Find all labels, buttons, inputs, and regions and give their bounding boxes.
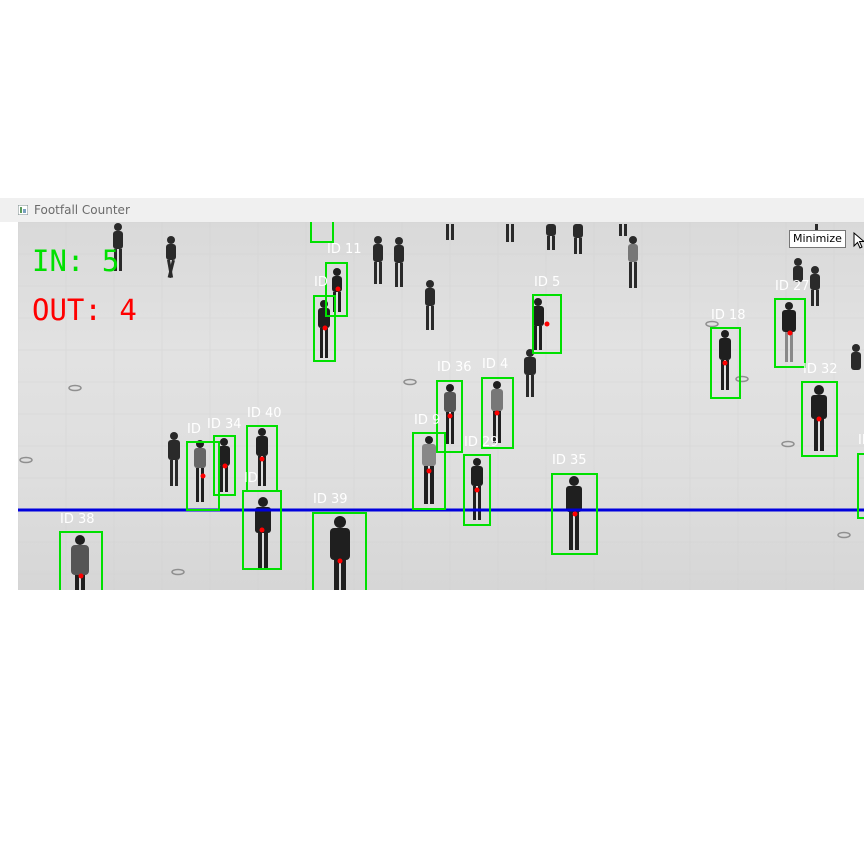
- tracking-box: [463, 454, 491, 526]
- title-bar[interactable]: Footfall Counter: [0, 198, 864, 222]
- tracking-box: [801, 381, 838, 457]
- centroid-dot: [426, 468, 432, 474]
- id-label: ID 29: [464, 435, 499, 450]
- centroid-dot: [259, 527, 265, 533]
- id-label: ID 34: [207, 417, 242, 432]
- out-value: 4: [119, 293, 137, 327]
- floor-marks: [19, 320, 851, 576]
- centroid-dot: [337, 558, 343, 564]
- id-label: ID 38: [60, 512, 95, 527]
- tracking-box: [312, 512, 367, 590]
- centroid-dot: [447, 413, 453, 419]
- tracking-box: [325, 262, 348, 317]
- untracked-people: [113, 223, 861, 486]
- tracking-box: [242, 490, 282, 570]
- in-value: 5: [101, 244, 120, 278]
- centroid-dot: [474, 487, 480, 493]
- in-label: IN:: [32, 244, 85, 278]
- window-title: Footfall Counter: [34, 203, 130, 217]
- tracking-box: [59, 531, 103, 590]
- video-frame: ID 11 ID ID 5 ID 18 ID 27 ID 36 ID 4 ID …: [18, 222, 864, 590]
- footfall-counter-window: Footfall Counter: [0, 198, 864, 590]
- out-counter: OUT: 4: [32, 296, 137, 325]
- id-label: ID: [314, 275, 328, 290]
- id-label: ID: [187, 422, 201, 437]
- tracking-boxes: [59, 222, 864, 590]
- id-label: ID 36: [437, 360, 472, 375]
- tracking-box: [186, 441, 220, 511]
- tracking-box: [436, 380, 463, 453]
- tracking-box: [532, 294, 562, 354]
- id-label: ID 39: [313, 492, 348, 507]
- centroid-dot: [78, 573, 84, 579]
- id-label: ID 40: [247, 406, 282, 421]
- mouse-cursor-icon: [853, 232, 864, 249]
- tracking-box: [551, 473, 598, 555]
- app-icon: [18, 205, 28, 215]
- id-label: ID 27: [775, 279, 810, 294]
- tracked-people: [71, 268, 827, 590]
- centroid-dot: [200, 473, 206, 479]
- centroids: [78, 286, 822, 579]
- id-label: ID 5: [534, 275, 560, 290]
- centroid-dot: [222, 463, 228, 469]
- tracking-box: [213, 435, 236, 496]
- centroid-dot: [259, 456, 265, 462]
- centroid-dot: [722, 360, 728, 366]
- id-label: ID: [858, 433, 864, 448]
- id-labels: ID 11 ID ID 5 ID 18 ID 27 ID 36 ID 4 ID …: [60, 242, 864, 527]
- tracking-box: [310, 222, 334, 243]
- id-label: ID 18: [711, 308, 746, 323]
- centroid-dot: [544, 321, 550, 327]
- id-label: ID 4: [482, 357, 508, 372]
- minimize-tooltip: Minimize: [789, 230, 846, 248]
- tracking-box: [481, 377, 514, 449]
- id-label: ID 35: [552, 453, 587, 468]
- centroid-dot: [494, 410, 500, 416]
- id-label: ID 11: [327, 242, 362, 257]
- centroid-dot: [322, 325, 328, 331]
- id-label: ID 32: [803, 362, 838, 377]
- centroid-dot: [572, 511, 578, 517]
- in-counter: IN: 5: [32, 247, 119, 276]
- centroid-dot: [335, 286, 341, 292]
- tracking-box: [857, 453, 864, 519]
- camera-scene: ID 11 ID ID 5 ID 18 ID 27 ID 36 ID 4 ID …: [18, 222, 864, 590]
- centroid-dot: [816, 416, 822, 422]
- tracking-box: [313, 295, 336, 362]
- tracking-box: [774, 298, 806, 368]
- id-label: ID: [244, 471, 258, 486]
- tracking-box: [412, 432, 446, 510]
- id-label: ID 9: [414, 413, 440, 428]
- tracking-box: [710, 327, 741, 399]
- out-label: OUT:: [32, 293, 102, 327]
- centroid-dot: [787, 330, 793, 336]
